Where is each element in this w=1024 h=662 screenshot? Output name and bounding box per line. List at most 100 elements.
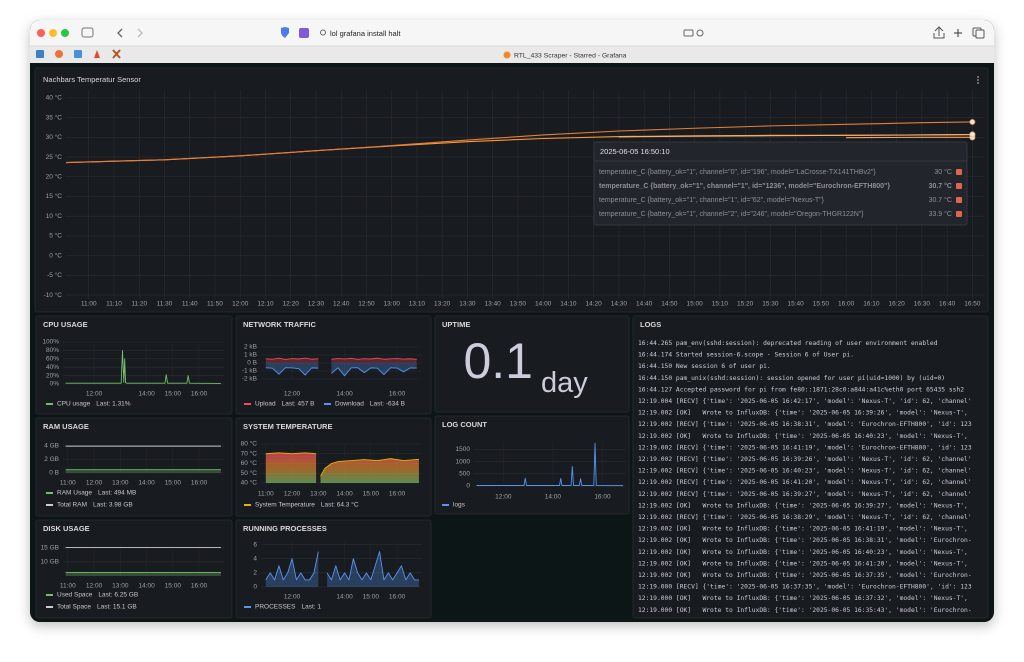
bookmark-icon[interactable] (74, 50, 82, 58)
bookmark-icon[interactable] (94, 50, 100, 58)
x-tick-label: 11:00 (258, 491, 274, 498)
tooltip-box (593, 141, 968, 226)
y-tick-label: 10 GB (41, 559, 59, 566)
tooltip-swatch (956, 211, 962, 217)
sidebar-button[interactable] (81, 27, 94, 38)
y-tick-label: 15 °C (46, 192, 63, 200)
x-tick-label: 16:00 (191, 583, 208, 590)
legend-label: RAM Usage (57, 490, 92, 497)
close-button[interactable] (37, 29, 45, 37)
series-line (265, 367, 417, 377)
log-line: 12:19.004 [RECV] {'time': '2025-06-05 16… (638, 398, 972, 405)
x-tick-label: 15:00 (363, 491, 380, 498)
bookmark-icon[interactable] (36, 50, 44, 58)
y-tick-label: -2 kB (242, 376, 257, 383)
tooltip-series-name: temperature_C {battery_ok="1", channel="… (599, 169, 876, 176)
x-tick-label: 11:30 (157, 301, 173, 308)
x-tick-label: 15:20 (737, 301, 754, 308)
log-line: 16:44.265 pam_env(sshd:session): depreca… (638, 340, 938, 347)
y-tick-label: 15 GB (41, 545, 59, 552)
series-line (265, 357, 417, 360)
shield-icon[interactable] (281, 27, 289, 38)
x-tick-label: 14:10 (560, 301, 577, 308)
series-line (265, 452, 419, 477)
panel-title: RAM USAGE (43, 422, 89, 431)
log-line: 12:19.002 [RECV] {'time': '2025-06-05 16… (638, 514, 972, 521)
y-tick-label: 40 °C (46, 94, 63, 102)
series-line (476, 442, 624, 487)
y-tick-label: -5 °C (47, 271, 62, 279)
legend-label: PROCESSES (255, 604, 296, 611)
new-tab-button[interactable] (954, 29, 962, 37)
panel-title: LOG COUNT (442, 420, 487, 429)
tab-favicon (503, 51, 511, 59)
y-tick-label: 1 kB (244, 352, 257, 359)
zoom-button[interactable] (61, 29, 69, 37)
legend-label: Upload (255, 401, 276, 408)
legend-label: System Temperature (255, 502, 315, 509)
x-tick-label: 12:00 (284, 491, 301, 498)
bookmark-icon[interactable] (55, 50, 63, 58)
x-tick-label: 13:10 (409, 301, 426, 308)
translate-icon[interactable] (683, 29, 694, 37)
y-tick-label: 6 (253, 541, 257, 548)
panel-title: Nachbars Temperatur Sensor (43, 75, 141, 84)
log-line: 12:19.000 [RECV] {'time': '2025-06-05 16… (638, 584, 972, 591)
address-bar[interactable] (314, 26, 706, 41)
panel (35, 315, 233, 415)
tab-title[interactable]: RTL_433 Scraper - Starred - Grafana (514, 52, 627, 59)
y-tick-label: 80% (46, 347, 59, 354)
y-tick-label: 5 °C (49, 232, 62, 240)
address-text[interactable]: lol grafana install halt (330, 29, 401, 38)
x-tick-label: 14:00 (336, 594, 353, 601)
x-tick-label: 16:00 (389, 391, 406, 398)
y-tick-label: 0 °C (49, 251, 62, 259)
x-tick-label: 14:00 (138, 480, 155, 487)
log-line: 12:19.002 [OK] Wrote to InfluxDB: {'time… (638, 502, 968, 509)
x-tick-label: 14:00 (336, 391, 353, 398)
legend-label: Used Space (57, 592, 93, 599)
panel-title: LOGS (640, 320, 661, 329)
minimize-button[interactable] (49, 29, 57, 37)
log-line: 12:19.002 [OK] Wrote to InfluxDB: {'time… (638, 572, 972, 579)
log-lines: 16:44.265 pam_env(sshd:session): depreca… (638, 340, 972, 614)
tooltip-time: 2025-06-05 16:50:10 (600, 147, 670, 156)
x-tick-label: 16:20 (888, 301, 905, 308)
panel-title: CPU USAGE (43, 320, 88, 329)
tooltip: 2025-06-05 16:50:10 temperature_C {batter… (593, 141, 968, 226)
y-tick-label: 70 °C (241, 449, 258, 457)
x-tick-label: 16:50 (964, 301, 981, 308)
log-line: 16:44.174 Started session-6.scope - Sess… (638, 352, 854, 359)
panel (35, 417, 233, 517)
area (265, 358, 417, 363)
extension-icon[interactable] (299, 28, 309, 38)
log-line: 12:19.002 [RECV] {'time': '2025-06-05 16… (638, 421, 972, 428)
y-tick-label: 20% (46, 372, 59, 379)
y-tick-label: 0 (466, 483, 470, 490)
bookmark-icon[interactable] (112, 49, 121, 59)
x-tick-label: 16:10 (863, 301, 880, 308)
y-tick-label: 35 °C (46, 113, 63, 121)
tooltip-value: 30.7 °C (929, 196, 952, 204)
legend-stat: Last: 3.98 GB (93, 502, 133, 509)
log-line: 16:44.150 pam_unix(sshd:session): sessio… (638, 375, 945, 382)
forward-button[interactable] (137, 28, 143, 38)
tooltip-series-name: temperature_C {battery_ok="1", channel="… (599, 197, 825, 204)
share-button[interactable] (933, 26, 945, 39)
x-tick-label: 14:00 (336, 491, 353, 498)
x-tick-label: 12:00 (232, 301, 249, 308)
x-tick-label: 15:10 (712, 301, 729, 308)
back-button[interactable] (117, 28, 123, 38)
reload-icon[interactable] (696, 29, 704, 37)
panel-menu[interactable] (977, 76, 979, 78)
x-tick-label: 16:00 (838, 301, 855, 308)
x-tick-label: 16:40 (939, 301, 956, 308)
legend-stat: Last: 1 (301, 604, 321, 611)
legend-stat: Last: 6.25 GB (98, 592, 138, 599)
stat-value: 0.1 (463, 333, 533, 389)
y-tick-label: 0% (50, 381, 60, 388)
x-tick-label: 14:30 (611, 301, 628, 308)
x-tick-label: 12:00 (86, 480, 103, 487)
